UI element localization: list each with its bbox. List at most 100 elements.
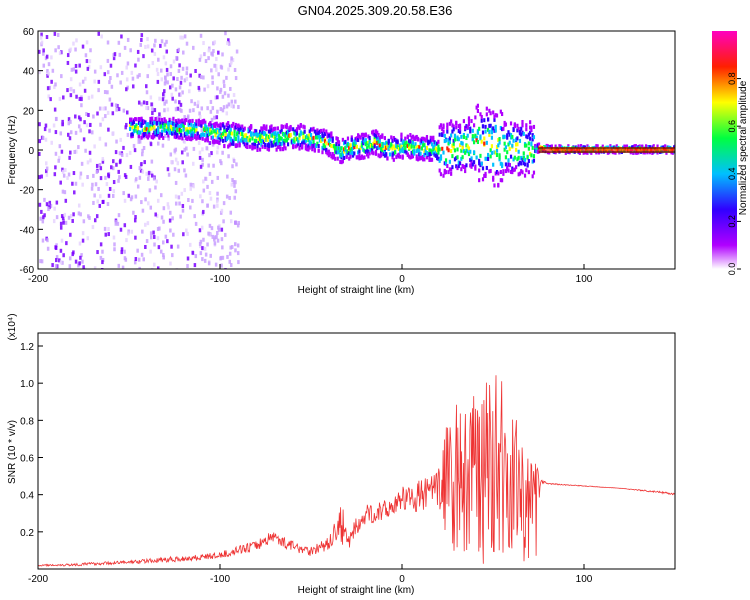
noise-cell: [59, 180, 62, 185]
ridge-cell: [257, 132, 260, 137]
noise-cell: [54, 165, 57, 170]
noise-cell: [206, 242, 209, 247]
ridge-cell: [429, 152, 432, 157]
ridge-cell: [279, 129, 282, 134]
ridge-cell: [457, 160, 460, 165]
noise-cell: [227, 38, 230, 43]
ridge-cell: [317, 130, 320, 135]
noise-cell: [198, 150, 202, 155]
noise-cell: [130, 229, 134, 234]
noise-cell: [85, 40, 89, 45]
noise-cell: [222, 83, 226, 88]
noise-cell: [158, 96, 161, 101]
ridge-cell: [494, 128, 497, 133]
ridge-cell: [385, 145, 388, 150]
ridge-cell: [530, 125, 533, 130]
ridge-cell: [436, 156, 439, 161]
ridge-cell: [131, 125, 134, 130]
ridge-cell: [400, 132, 403, 137]
ridge-cell: [288, 133, 291, 138]
y-tick-label: 0.6: [20, 454, 34, 465]
ridge-cell: [295, 131, 299, 136]
ridge-cell: [474, 164, 477, 169]
noise-cell: [97, 31, 100, 36]
ridge-cell: [258, 129, 262, 134]
noise-cell: [167, 172, 171, 177]
noise-cell: [61, 169, 65, 174]
ridge-cell: [515, 165, 518, 170]
ridge-cell: [527, 141, 530, 146]
noise-cell: [84, 53, 88, 58]
noise-cell: [114, 103, 118, 108]
ridge-cell: [253, 128, 257, 133]
ridge-cell: [507, 162, 510, 167]
ridge-cell: [486, 156, 490, 161]
ridge-cell: [420, 139, 423, 144]
noise-cell: [74, 130, 78, 135]
ridge-cell: [264, 138, 267, 143]
noise-cell: [94, 182, 98, 187]
ridge-cell: [451, 165, 454, 170]
noise-cell: [75, 38, 78, 43]
ridge-cell: [471, 162, 474, 167]
noise-cell: [147, 201, 150, 206]
y-tick-label: 0.4: [20, 491, 34, 502]
ridge-cell: [453, 148, 457, 153]
ridge-cell: [280, 136, 283, 141]
noise-cell: [142, 145, 146, 150]
noise-cell: [126, 132, 130, 137]
noise-cell: [225, 133, 229, 138]
ridge-cell: [321, 131, 324, 136]
ridge-cell: [313, 147, 316, 152]
ridge-cell: [261, 144, 264, 149]
noise-cell: [212, 163, 215, 168]
ridge-cell: [430, 142, 434, 147]
ridge-cell: [511, 143, 514, 148]
ridge-cell: [353, 139, 356, 144]
ridge-cell: [469, 129, 472, 134]
ridge-cell: [416, 136, 420, 141]
noise-cell: [188, 242, 192, 247]
ridge-cell: [164, 128, 167, 133]
ridge-cell: [294, 136, 297, 141]
ridge-cell: [230, 141, 234, 146]
noise-cell: [186, 152, 189, 157]
ridge-cell: [529, 151, 532, 156]
ridge-cell: [299, 123, 302, 128]
noise-cell: [98, 106, 102, 111]
ridge-cell: [308, 133, 311, 138]
ridge-cell: [377, 132, 380, 137]
ridge-cell: [480, 114, 483, 119]
ridge-cell: [238, 130, 241, 135]
noise-cell: [99, 194, 102, 199]
ridge-cell: [215, 139, 218, 144]
ridge-cell: [476, 109, 480, 114]
ridge-cell: [357, 155, 360, 160]
ridge-cell: [276, 131, 279, 136]
ridge-cell: [284, 131, 287, 136]
noise-cell: [216, 238, 220, 243]
ridge-cell: [381, 144, 384, 149]
ridge-cell: [260, 142, 263, 147]
noise-cell: [208, 171, 212, 176]
ridge-cell: [155, 128, 158, 133]
ridge-cell: [441, 133, 444, 138]
ridge-cell: [485, 165, 488, 170]
ridge-cell: [267, 134, 271, 139]
ridge-cell: [253, 141, 257, 146]
ridge-cell: [456, 135, 459, 140]
noise-cell: [165, 39, 168, 44]
noise-cell: [41, 238, 45, 243]
noise-cell: [66, 88, 69, 93]
ridge-cell: [270, 124, 273, 129]
ridge-cell: [135, 128, 138, 133]
ridge-cell: [195, 119, 198, 124]
ridge-cell: [348, 143, 351, 148]
ridge-cell: [140, 116, 143, 121]
ridge-cell: [490, 150, 494, 155]
ridge-cell: [255, 132, 258, 137]
noise-cell: [75, 94, 78, 99]
ridge-cell: [448, 121, 451, 126]
ridge-cell: [443, 161, 446, 166]
ridge-cell: [425, 135, 429, 140]
